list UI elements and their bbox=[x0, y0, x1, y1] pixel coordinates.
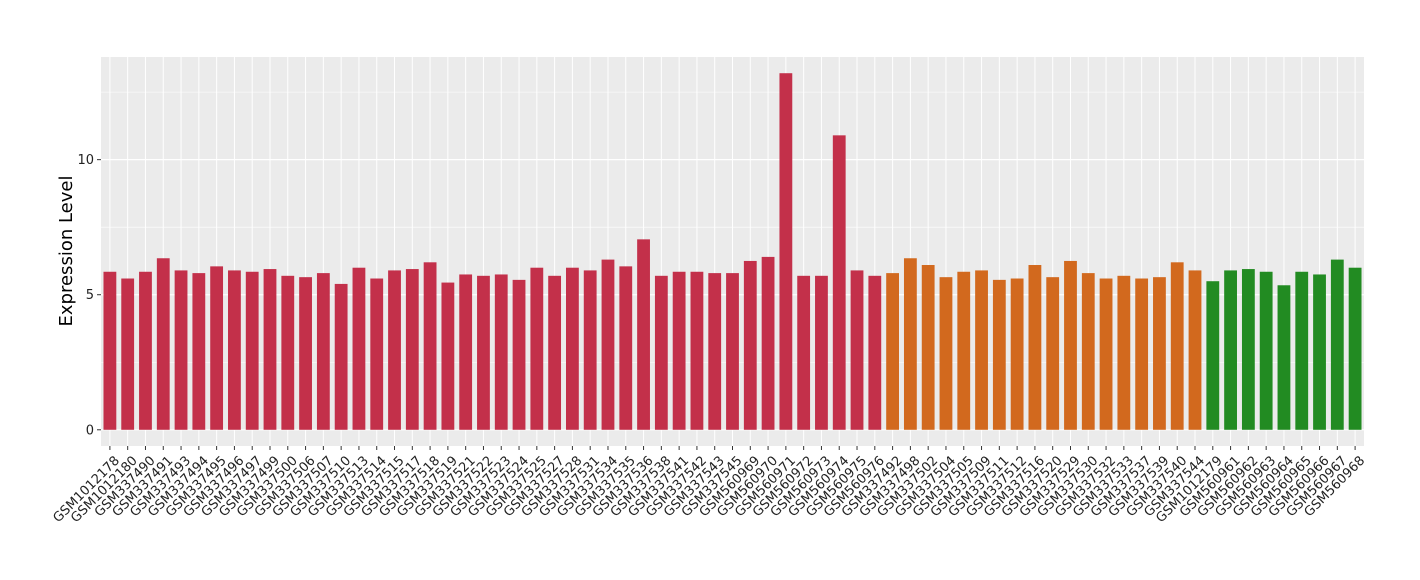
bar-GSM337495 bbox=[210, 266, 224, 430]
bar-GSM337496 bbox=[228, 270, 241, 430]
bar-GSM337534 bbox=[601, 259, 615, 430]
bar-GSM337544 bbox=[1188, 270, 1202, 430]
bar-GSM337521 bbox=[459, 274, 473, 430]
bar-GSM337512 bbox=[1010, 278, 1024, 430]
bar-GSM337515 bbox=[388, 270, 401, 430]
bar-GSM337527 bbox=[548, 275, 562, 430]
bar-GSM560974 bbox=[832, 135, 846, 430]
bar-GSM337498 bbox=[903, 258, 917, 430]
bar-GSM337493 bbox=[174, 270, 188, 430]
bar-GSM560965 bbox=[1295, 271, 1309, 430]
bar-GSM337509 bbox=[975, 270, 988, 430]
bar-GSM337540 bbox=[1170, 262, 1184, 430]
bar-GSM560973 bbox=[815, 275, 828, 430]
bar-GSM337518 bbox=[423, 262, 437, 430]
bar-GSM337524 bbox=[512, 279, 526, 430]
bar-GSM560976 bbox=[868, 275, 882, 430]
bar-GSM560969 bbox=[743, 260, 757, 430]
y-tick-label: 0 bbox=[86, 423, 94, 438]
y-axis-label: Expression Level bbox=[56, 176, 77, 327]
bar-GSM1012179 bbox=[1206, 281, 1220, 430]
bar-GSM337535 bbox=[619, 266, 633, 430]
bar-GSM337536 bbox=[637, 239, 650, 430]
bar-GSM337497 bbox=[245, 271, 259, 430]
bars bbox=[103, 73, 1362, 430]
bar-GSM337542 bbox=[690, 271, 704, 430]
bar-GSM337545 bbox=[726, 273, 739, 430]
bar-GSM560962 bbox=[1241, 269, 1255, 430]
bar-GSM560963 bbox=[1259, 271, 1273, 430]
bar-GSM337532 bbox=[1099, 278, 1113, 430]
y-axis: 0 5 10 bbox=[77, 153, 101, 438]
bar-GSM337539 bbox=[1153, 277, 1166, 430]
bar-GSM337499 bbox=[263, 269, 277, 430]
bar-GSM560964 bbox=[1277, 285, 1291, 430]
bar-GSM337494 bbox=[192, 273, 206, 430]
bar-GSM560961 bbox=[1224, 270, 1237, 430]
bar-GSM337504 bbox=[939, 277, 953, 430]
bar-GSM337520 bbox=[1046, 277, 1060, 430]
bar-GSM337543 bbox=[708, 273, 722, 430]
bar-GSM337537 bbox=[1135, 278, 1149, 430]
bar-GSM337525 bbox=[530, 267, 544, 430]
bar-GSM337533 bbox=[1117, 275, 1131, 430]
bar-GSM1012178 bbox=[103, 271, 117, 430]
bar-GSM560975 bbox=[850, 270, 864, 430]
bar-GSM337529 bbox=[1064, 260, 1077, 430]
bar-GSM337513 bbox=[352, 267, 366, 430]
bar-GSM337523 bbox=[494, 274, 508, 430]
bar-GSM337517 bbox=[405, 269, 419, 430]
bar-GSM337510 bbox=[334, 283, 348, 430]
bar-GSM337500 bbox=[281, 275, 295, 430]
bar-GSM1012180 bbox=[121, 278, 135, 430]
bar-GSM337506 bbox=[299, 277, 312, 430]
bar-GSM337492 bbox=[886, 273, 900, 430]
y-tick-label: 5 bbox=[86, 288, 94, 303]
bar-GSM337516 bbox=[1028, 265, 1042, 430]
y-tick-label: 10 bbox=[77, 153, 94, 168]
bar-GSM337505 bbox=[957, 271, 971, 430]
bar-GSM560968 bbox=[1348, 267, 1362, 430]
bar-GSM560972 bbox=[797, 275, 811, 430]
bar-GSM337522 bbox=[477, 275, 490, 430]
bar-GSM560971 bbox=[779, 73, 793, 430]
x-axis: GSM1012178GSM1012180GSM337490GSM337491GS… bbox=[50, 446, 1368, 526]
bar-GSM560966 bbox=[1313, 274, 1326, 430]
bar-GSM337541 bbox=[672, 271, 686, 430]
bar-GSM337528 bbox=[565, 267, 579, 430]
bar-GSM337511 bbox=[992, 279, 1006, 430]
bar-GSM337519 bbox=[441, 282, 455, 430]
bar-GSM337490 bbox=[139, 271, 152, 430]
bar-GSM337531 bbox=[583, 270, 597, 430]
bar-GSM337530 bbox=[1081, 273, 1095, 430]
bar-GSM337538 bbox=[654, 275, 668, 430]
bar-GSM337507 bbox=[316, 273, 330, 430]
bar-GSM560970 bbox=[761, 256, 775, 430]
bar-GSM337502 bbox=[921, 265, 935, 430]
bar-GSM337514 bbox=[370, 278, 384, 430]
bar-GSM337491 bbox=[156, 258, 170, 430]
bar-GSM560967 bbox=[1330, 259, 1344, 430]
